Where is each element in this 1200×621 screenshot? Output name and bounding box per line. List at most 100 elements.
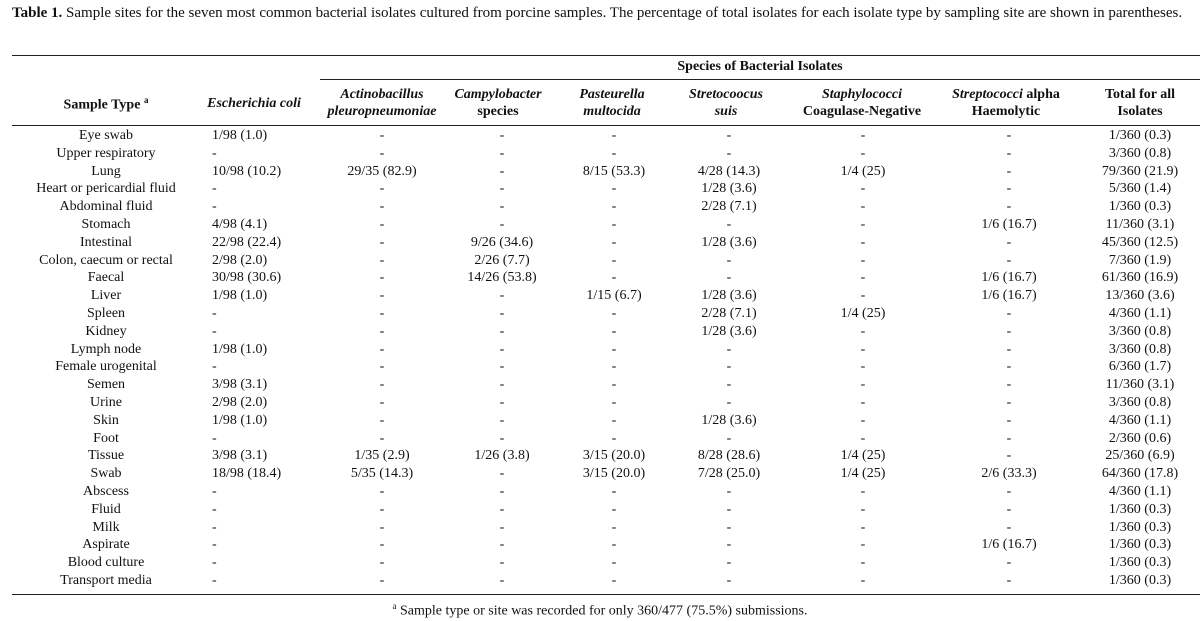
pasteurella-cell: - xyxy=(611,199,617,215)
campylobacter-cell: - xyxy=(499,555,505,571)
actinobacillus-cell: - xyxy=(379,199,385,215)
streptococcus-suis-cell: 7/28 (25.0) xyxy=(697,466,761,482)
table-row: Abscess - - - - - - - 4/360 (1.1) xyxy=(12,483,1200,501)
campylobacter-cell: - xyxy=(499,128,505,143)
streptococci-alpha-cell: 1/6 (16.7) xyxy=(981,216,1037,232)
pasteurella-cell: - xyxy=(611,305,617,321)
streptococci-alpha-cell: - xyxy=(1006,163,1012,179)
staphylococci-cell: 1/4 (25) xyxy=(840,163,886,179)
ecoli-cell: - xyxy=(212,572,217,588)
sample-type-cell: Spleen xyxy=(86,305,126,321)
actinobacillus-cell: - xyxy=(379,537,385,553)
pasteurella-cell: - xyxy=(611,572,617,588)
header-total-line1: Total for all xyxy=(1104,87,1175,102)
header-strepa-line2: Haemolytic xyxy=(971,104,1041,119)
streptococcus-suis-cell: - xyxy=(726,430,732,446)
total-cell: 1/360 (0.3) xyxy=(1108,128,1172,143)
sample-type-cell: Urine xyxy=(90,394,122,410)
pasteurella-cell: - xyxy=(611,234,617,250)
actinobacillus-cell: 29/35 (82.9) xyxy=(347,163,417,179)
footnote-text: Sample type or site was recorded for onl… xyxy=(396,603,808,619)
streptococci-alpha-cell: - xyxy=(1006,145,1012,161)
staphylococci-cell: - xyxy=(860,181,866,197)
header-rule xyxy=(12,125,1200,126)
streptococci-alpha-cell: - xyxy=(1006,430,1012,446)
actinobacillus-cell: - xyxy=(379,323,385,339)
streptococci-alpha-cell: - xyxy=(1006,572,1012,588)
actinobacillus-cell: - xyxy=(379,288,385,304)
total-cell: 3/360 (0.8) xyxy=(1108,323,1172,339)
streptococcus-suis-cell: 1/28 (3.6) xyxy=(701,234,757,250)
ecoli-cell: 3/98 (3.1) xyxy=(212,377,268,393)
campylobacter-cell: - xyxy=(499,341,505,357)
actinobacillus-cell: - xyxy=(379,572,385,588)
staphylococci-cell: - xyxy=(860,128,866,143)
table-row: Colon, caecum or rectal 2/98 (2.0) - 2/26 (… xyxy=(12,252,1200,270)
actinobacillus-cell: 1/35 (2.9) xyxy=(354,448,410,464)
total-cell: 1/360 (0.3) xyxy=(1108,519,1172,535)
streptococci-alpha-cell: - xyxy=(1006,341,1012,357)
table-row: Blood culture - - - - - - - 1/360 (0.3) xyxy=(12,554,1200,572)
pasteurella-cell: - xyxy=(611,501,617,517)
pasteurella-cell: - xyxy=(611,555,617,571)
ecoli-cell: 4/98 (4.1) xyxy=(212,216,268,232)
ecoli-cell: 1/98 (1.0) xyxy=(212,341,268,357)
streptococcus-suis-cell: - xyxy=(726,128,732,143)
streptococcus-suis-cell: - xyxy=(726,501,732,517)
pasteurella-cell: 1/15 (6.7) xyxy=(586,288,642,304)
pasteurella-cell: - xyxy=(611,537,617,553)
ecoli-cell: - xyxy=(212,537,217,553)
header-actinobacillus: Actinobacillus pleuropneumoniae xyxy=(318,84,446,122)
total-cell: 3/360 (0.8) xyxy=(1108,341,1172,357)
streptococcus-suis-cell: - xyxy=(726,270,732,286)
sample-type-cell: Eye swab xyxy=(78,128,134,143)
table-row: Semen 3/98 (3.1) - - - - - - 11/360 (3.1) xyxy=(12,376,1200,394)
sample-type-cell: Liver xyxy=(90,288,122,304)
table-row: Stomach 4/98 (4.1) - - - - - 1/6 (16.7) 11/360 (… xyxy=(12,216,1200,234)
header-sample-type-sup: a xyxy=(143,95,149,106)
sample-type-cell: Tissue xyxy=(87,448,125,464)
total-cell: 7/360 (1.9) xyxy=(1108,252,1172,268)
actinobacillus-cell: - xyxy=(379,181,385,197)
header-staph-line2: Coagulase-Negative xyxy=(802,104,922,119)
streptococcus-suis-cell: 4/28 (14.3) xyxy=(697,163,761,179)
streptococci-alpha-cell: - xyxy=(1006,181,1012,197)
pasteurella-cell: 3/15 (20.0) xyxy=(582,448,646,464)
header-strep-line2: suis xyxy=(714,104,738,119)
sample-type-cell: Milk xyxy=(92,519,120,535)
campylobacter-cell: - xyxy=(499,466,505,482)
campylobacter-cell: - xyxy=(499,163,505,179)
ecoli-cell: - xyxy=(212,430,217,446)
group-header: Species of Bacterial Isolates xyxy=(677,59,843,74)
pasteurella-cell: - xyxy=(611,483,617,499)
table-row: Lung 10/98 (10.2) 29/35 (82.9) - 8/15 (53.3)… xyxy=(12,163,1200,181)
total-cell: 1/360 (0.3) xyxy=(1108,537,1172,553)
campylobacter-cell: - xyxy=(499,537,505,553)
sample-type-cell: Female urogenital xyxy=(55,359,157,375)
pasteurella-cell: 8/15 (53.3) xyxy=(582,163,646,179)
streptococcus-suis-cell: - xyxy=(726,216,732,232)
actinobacillus-cell: 5/35 (14.3) xyxy=(350,466,414,482)
pasteurella-cell: - xyxy=(611,252,617,268)
total-cell: 4/360 (1.1) xyxy=(1108,305,1172,321)
staphylococci-cell: - xyxy=(860,252,866,268)
header-campy-line2: species xyxy=(477,104,519,119)
ecoli-cell: 2/98 (2.0) xyxy=(212,252,268,268)
streptococci-alpha-cell: 1/6 (16.7) xyxy=(981,288,1037,304)
staphylococci-cell: - xyxy=(860,145,866,161)
streptococci-alpha-cell: - xyxy=(1006,252,1012,268)
campylobacter-cell: - xyxy=(499,501,505,517)
streptococci-alpha-cell: - xyxy=(1006,412,1012,428)
header-actino-line1: Actinobacillus xyxy=(340,87,424,102)
sample-type-cell: Lymph node xyxy=(70,341,142,357)
sample-type-cell: Heart or pericardial fluid xyxy=(36,181,176,197)
table-row: Heart or pericardial fluid - - - - 1/28 (3.6)… xyxy=(12,180,1200,198)
actinobacillus-cell: - xyxy=(379,519,385,535)
actinobacillus-cell: - xyxy=(379,234,385,250)
staphylococci-cell: 1/4 (25) xyxy=(840,448,886,464)
sample-type-cell: Blood culture xyxy=(67,555,145,571)
footnote: a Sample type or site was recorded for o… xyxy=(0,597,1200,621)
table-row: Tissue 3/98 (3.1) 1/35 (2.9) 1/26 (3.8) 3/15… xyxy=(12,447,1200,465)
table-row: Kidney - - - - 1/28 (3.6) - - 3/360 (0.8) xyxy=(12,323,1200,341)
campylobacter-cell: - xyxy=(499,519,505,535)
